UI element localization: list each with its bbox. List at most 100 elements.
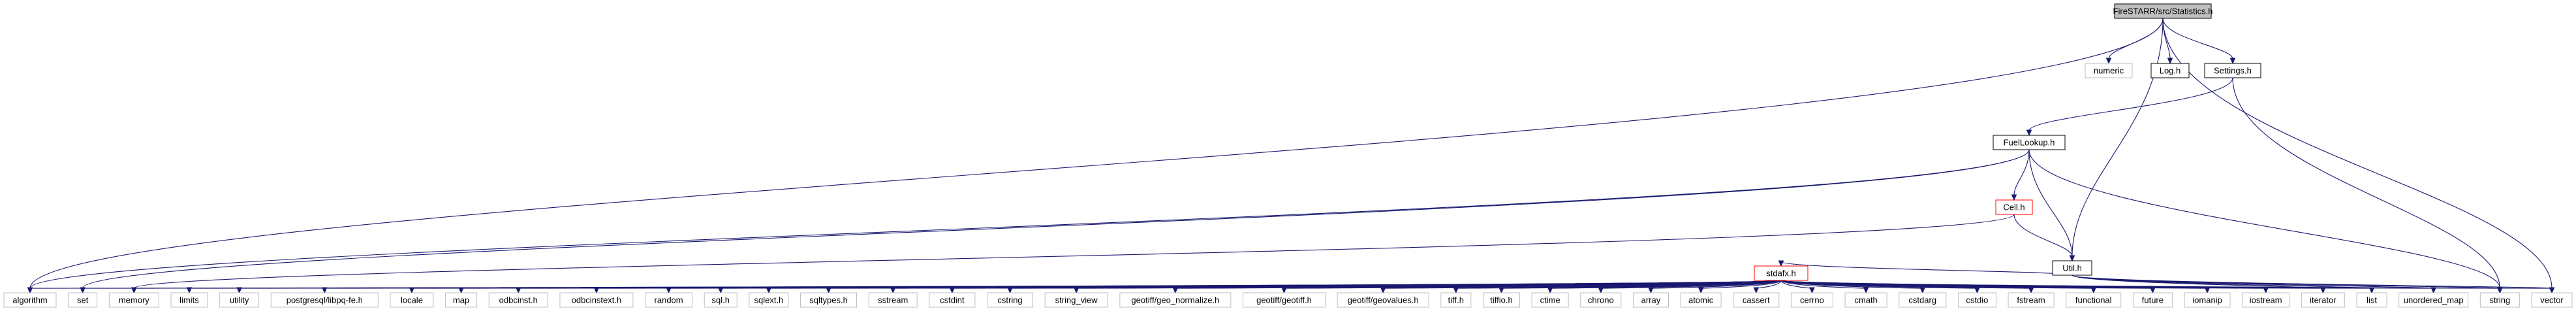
node-geotiff-label: geotiff/geotiff.h — [1256, 295, 1312, 305]
node-sqltypes: sqltypes.h — [800, 292, 858, 308]
node-cassert-label: cassert — [1743, 295, 1770, 305]
node-cstring: cstring — [987, 292, 1034, 308]
arrowhead-stdafx-to-set — [80, 287, 85, 294]
edge-util-to-unordered_map — [2072, 275, 2434, 289]
node-numeric: numeric — [2085, 63, 2133, 78]
node-statistics[interactable]: FireSTARR/src/Statistics.h — [2113, 3, 2213, 19]
node-sstream-label: sstream — [878, 295, 908, 305]
arrowhead-stdafx-to-cmath — [1863, 287, 1869, 294]
arrowhead-stdafx-to-vector — [2549, 287, 2555, 294]
edge-fuellookup-to-set — [82, 149, 2030, 289]
node-functional-box — [2066, 292, 2122, 308]
arrowhead-stdafx-to-odbcinst — [516, 287, 521, 294]
edge-statistics-to-vector — [2162, 18, 2553, 289]
node-string-box — [2479, 292, 2520, 308]
node-algorithm-label: algorithm — [12, 295, 47, 305]
node-array-label: array — [1641, 295, 1661, 305]
node-fuellookup[interactable]: FuelLookup.h — [1993, 135, 2066, 150]
node-log[interactable]: Log.h — [2150, 63, 2190, 78]
arrowhead-stdafx-to-algorithm — [27, 287, 33, 294]
arrowhead-statistics-to-numeric — [2105, 58, 2112, 65]
node-cerrno: cerrno — [1790, 292, 1833, 308]
node-cassert: cassert — [1733, 292, 1780, 308]
arrowhead-stdafx-to-ctime — [1547, 287, 1553, 294]
node-tiff-label: tiff.h — [1448, 295, 1464, 305]
node-geovalues: geotiff/geovalues.h — [1337, 292, 1429, 308]
node-vector-label: vector — [2540, 295, 2564, 305]
node-cell[interactable]: Cell.h — [1995, 199, 2033, 215]
node-memory-label: memory — [119, 295, 149, 305]
edge-stdafx-to-atomic — [1700, 280, 1782, 289]
node-utility-box — [219, 292, 260, 308]
arrowhead-stdafx-to-odbcinstext — [593, 287, 600, 294]
node-geovalues-label: geotiff/geovalues.h — [1348, 295, 1419, 305]
node-sqltypes-label: sqltypes.h — [809, 295, 848, 305]
node-vector-box — [2531, 292, 2573, 308]
arrowhead-stdafx-to-chrono — [1598, 287, 1604, 294]
node-cstring-label: cstring — [997, 295, 1022, 305]
node-chrono-box — [1580, 292, 1622, 308]
node-fstream: fstream — [2008, 292, 2055, 308]
edge-fuellookup-to-string — [2028, 149, 2500, 289]
node-cstdio-box — [1957, 292, 1996, 308]
node-sqltypes-box — [800, 292, 858, 308]
node-map-label: map — [453, 295, 469, 305]
node-iomanip-label: iomanip — [2192, 295, 2222, 305]
node-util[interactable]: Util.h — [2052, 260, 2092, 276]
arrowhead-stdafx-to-geovalues — [1380, 287, 1386, 294]
node-iterator: iterator — [2301, 292, 2345, 308]
node-geotiff: geotiff/geotiff.h — [1243, 292, 1326, 308]
node-iostream-label: iostream — [2250, 295, 2282, 305]
node-utility-label: utility — [230, 295, 249, 305]
node-cell-box — [1995, 199, 2033, 215]
edge-statistics-to-settings — [2162, 18, 2233, 59]
node-list-label: list — [2367, 295, 2377, 305]
node-numeric-box — [2085, 63, 2133, 78]
arrowhead-stdafx-to-utility — [236, 287, 242, 294]
node-settings[interactable]: Settings.h — [2204, 63, 2261, 78]
node-set-box — [68, 292, 98, 308]
arrowhead-stdafx-to-atomic — [1698, 287, 1704, 294]
node-utility: utility — [219, 292, 260, 308]
node-cstring-box — [987, 292, 1034, 308]
node-set: set — [68, 292, 98, 308]
node-odbcinst: odbcinst.h — [488, 292, 548, 308]
node-fuellookup-label: FuelLookup.h — [2004, 138, 2055, 148]
arrowhead-cell-to-util — [2069, 255, 2075, 262]
arrowhead-stdafx-to-fstream — [2028, 287, 2034, 294]
node-sstream-box — [868, 292, 918, 308]
node-set-label: set — [77, 295, 89, 305]
node-stdafx[interactable]: stdafx.h — [1754, 265, 1808, 281]
arrowhead-stdafx-to-string — [2497, 287, 2503, 294]
node-sqlext-box — [749, 292, 789, 308]
arrowhead-stdafx-to-geotiff — [1281, 287, 1287, 294]
node-geo_normalize-box — [1119, 292, 1232, 308]
edge-fuellookup-to-util — [2028, 149, 2073, 257]
node-limits-box — [170, 292, 208, 308]
node-odbcinstext-box — [559, 292, 634, 308]
node-tiffio-box — [1482, 292, 1520, 308]
node-map: map — [445, 292, 478, 308]
node-list-box — [2356, 292, 2387, 308]
node-unordered_map-box — [2398, 292, 2469, 308]
node-random-box — [645, 292, 693, 308]
node-cstdarg-box — [1899, 292, 1947, 308]
node-odbcinstext: odbcinstext.h — [559, 292, 634, 308]
node-settings-label: Settings.h — [2214, 66, 2252, 76]
node-sql: sql.h — [704, 292, 737, 308]
node-string_view: string_view — [1044, 292, 1108, 308]
arrowhead-stdafx-to-sql — [717, 287, 724, 294]
arrowhead-stdafx-to-geo_normalize — [1172, 287, 1179, 294]
node-settings-box — [2204, 63, 2261, 78]
arrowhead-settings-to-fuellookup — [2026, 129, 2032, 137]
node-random-label: random — [655, 295, 683, 305]
node-unordered_map-label: unordered_map — [2404, 295, 2464, 305]
node-util-label: Util.h — [2062, 263, 2082, 273]
node-cstdarg-label: cstdarg — [1908, 295, 1936, 305]
node-iostream-box — [2242, 292, 2290, 308]
node-sstream: sstream — [868, 292, 918, 308]
arrowhead-stdafx-to-cassert — [1753, 287, 1760, 294]
node-log-label: Log.h — [2160, 66, 2181, 76]
edge-stdafx-to-cmath — [1780, 280, 1867, 289]
